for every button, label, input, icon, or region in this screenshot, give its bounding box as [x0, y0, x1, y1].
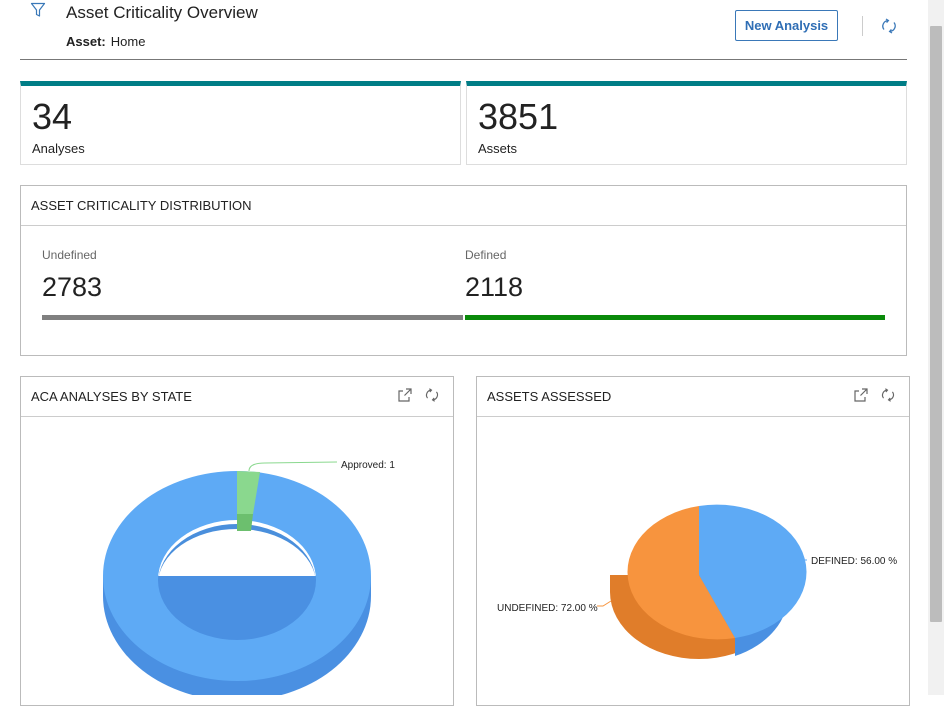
- new-analysis-button[interactable]: New Analysis: [735, 10, 838, 41]
- aca-donut-chart: Approved: 1: [102, 460, 395, 695]
- analyses-count: 34: [32, 96, 73, 137]
- chart-slice-other[interactable]: [102, 470, 371, 682]
- scrollbar-thumb[interactable]: [930, 26, 942, 622]
- header-divider-line: [20, 59, 907, 60]
- analyses-label: Analyses: [32, 141, 85, 156]
- filter-icon[interactable]: [30, 2, 46, 18]
- chart-slice-undefined[interactable]: [627, 506, 735, 640]
- page-title: Asset Criticality Overview: [66, 3, 258, 22]
- chart-slice-defined[interactable]: [699, 504, 807, 638]
- approved-leader-line: [248, 461, 338, 472]
- panel-header: ACA ANALYSES BY STATE: [21, 377, 453, 417]
- assets-label: Assets: [478, 141, 518, 156]
- panel-title: ASSET CRITICALITY DISTRIBUTION: [31, 198, 252, 213]
- header-divider: [862, 16, 863, 36]
- panel-header: ASSETS ASSESSED: [477, 377, 909, 417]
- undefined-bar[interactable]: [42, 315, 463, 320]
- pop-out-icon[interactable]: [397, 387, 413, 403]
- defined-bar[interactable]: [465, 315, 885, 320]
- refresh-icon[interactable]: [880, 387, 896, 403]
- pop-out-icon[interactable]: [853, 387, 869, 403]
- defined-leader-line: [786, 559, 807, 565]
- pie-depth-blue: [735, 575, 789, 656]
- refresh-icon[interactable]: [424, 387, 440, 403]
- undefined-label: Undefined: [42, 248, 97, 262]
- assets-card[interactable]: 3851 Assets: [466, 81, 907, 165]
- panel-title: ACA ANALYSES BY STATE: [31, 389, 192, 404]
- chart-slice-approved[interactable]: [237, 471, 260, 514]
- chart-label-approved: Approved: 1: [341, 460, 395, 471]
- assets-assessed-chart: DEFINED: 56.00 % UNDEFINED: 72.00 %: [497, 504, 897, 659]
- defined-count[interactable]: 2118: [465, 272, 524, 302]
- defined-label: Defined: [465, 248, 507, 262]
- refresh-icon[interactable]: [880, 17, 898, 35]
- assets-count: 3851: [478, 96, 559, 137]
- asset-value: Home: [110, 34, 146, 49]
- criticality-distribution-panel: ASSET CRITICALITY DISTRIBUTION: [20, 185, 907, 356]
- undefined-count[interactable]: 2783: [42, 272, 103, 302]
- chart-label-undefined: UNDEFINED: 72.00 %: [497, 603, 598, 614]
- panel-header: ASSET CRITICALITY DISTRIBUTION: [21, 186, 906, 226]
- asset-context: Asset: Home: [66, 34, 145, 49]
- analyses-card[interactable]: 34 Analyses: [20, 81, 461, 165]
- approved-slice-depth: [237, 514, 253, 531]
- asset-label: Asset:: [66, 34, 106, 49]
- panel-title: ASSETS ASSESSED: [487, 389, 612, 404]
- undefined-leader-line: [597, 600, 612, 607]
- chart-label-defined: DEFINED: 56.00 %: [811, 556, 897, 567]
